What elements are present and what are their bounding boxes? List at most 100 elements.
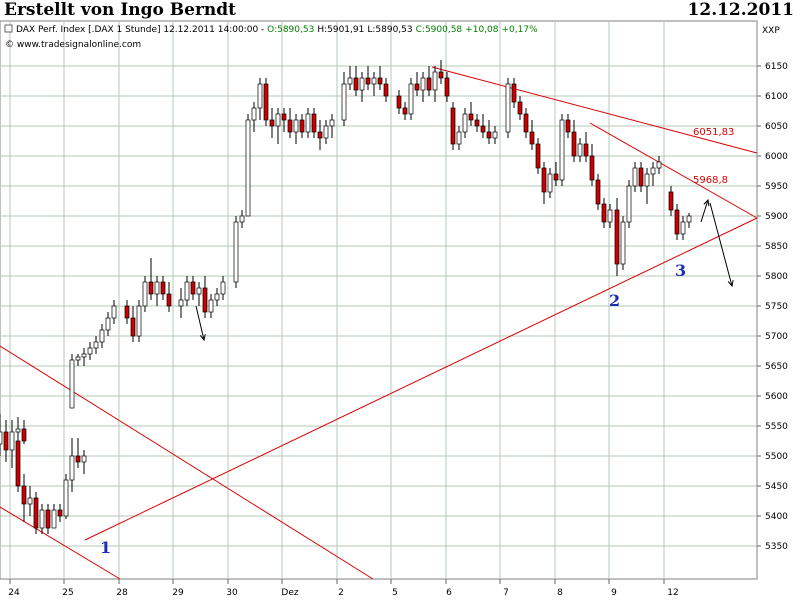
candle-body bbox=[299, 119, 305, 133]
arrows bbox=[195, 198, 734, 342]
candle-body bbox=[426, 77, 432, 91]
wave-label-3: 3 bbox=[675, 261, 686, 280]
y-tick-label: 6000 bbox=[765, 152, 788, 162]
info-change: +10,08 bbox=[465, 25, 499, 35]
y-tick-label: 5850 bbox=[765, 242, 788, 252]
candle-body bbox=[341, 83, 347, 121]
candles bbox=[0, 60, 692, 534]
candle-body bbox=[99, 329, 105, 343]
trendlines bbox=[0, 66, 758, 580]
candle-body bbox=[178, 299, 184, 307]
y-tick-label: 6100 bbox=[765, 92, 788, 102]
arrow-line bbox=[709, 202, 733, 287]
arrow-head bbox=[727, 280, 734, 288]
candle-body bbox=[0, 431, 3, 445]
x-tick-label: 30 bbox=[226, 588, 238, 598]
candle-body bbox=[353, 77, 359, 91]
candle-body bbox=[275, 113, 281, 127]
candle-body bbox=[190, 281, 196, 295]
candle-body bbox=[148, 281, 154, 295]
candle-body bbox=[668, 191, 674, 211]
header-date: 12.12.2011 bbox=[687, 0, 794, 20]
candle-body bbox=[601, 203, 607, 223]
wave-label-1: 1 bbox=[100, 538, 111, 557]
y-tick-label: 5700 bbox=[765, 332, 788, 342]
candle-body bbox=[535, 143, 541, 169]
candle-body bbox=[305, 113, 311, 133]
candle-body bbox=[371, 77, 377, 85]
y-tick-label: 5650 bbox=[765, 362, 788, 372]
info-open: O:5890,53 bbox=[267, 25, 314, 35]
candle-body bbox=[432, 71, 438, 91]
x-tick-label: 7 bbox=[503, 588, 509, 598]
candle-body bbox=[257, 83, 263, 109]
candle-body bbox=[686, 215, 692, 223]
candle-body bbox=[541, 167, 547, 193]
candle-body bbox=[383, 83, 389, 97]
candle-body bbox=[553, 173, 559, 181]
annotation-5968: 5968,8 bbox=[693, 175, 728, 186]
candle-body bbox=[377, 77, 383, 85]
y-tick-label: 5550 bbox=[765, 422, 788, 432]
candle-body bbox=[583, 143, 589, 157]
y-tick-label: 6050 bbox=[765, 122, 788, 132]
candle-body bbox=[571, 131, 577, 157]
candle-body bbox=[638, 167, 644, 187]
candle-body bbox=[589, 155, 595, 181]
candle-body bbox=[81, 353, 87, 358]
y-tick-label: 5750 bbox=[765, 302, 788, 312]
candle-body bbox=[474, 119, 480, 127]
candle-body bbox=[287, 119, 293, 133]
candle-body bbox=[105, 317, 111, 331]
y-tick-label: 5900 bbox=[765, 212, 788, 222]
trendline bbox=[84, 217, 758, 541]
candle-body bbox=[577, 143, 583, 157]
candle-body bbox=[293, 119, 299, 133]
candle-body bbox=[656, 161, 662, 169]
candle-body bbox=[15, 440, 21, 487]
candle-body bbox=[269, 119, 275, 127]
x-tick-label: Dez bbox=[281, 588, 298, 598]
candle-body bbox=[323, 125, 329, 139]
x-tick-label: 29 bbox=[172, 588, 184, 598]
candle-body bbox=[408, 83, 414, 115]
candle-body bbox=[184, 281, 190, 301]
candle-body bbox=[111, 305, 117, 319]
candle-body bbox=[547, 173, 553, 193]
candle-body bbox=[317, 131, 323, 139]
candle-body bbox=[644, 173, 650, 187]
candle-body bbox=[329, 119, 335, 127]
candle-body bbox=[124, 305, 130, 319]
candle-body bbox=[565, 119, 571, 133]
candle-body bbox=[517, 101, 523, 115]
annotation-6051: 6051,83 bbox=[693, 127, 734, 138]
y-tick-label: 5600 bbox=[765, 392, 788, 402]
candle-body bbox=[15, 428, 21, 433]
candle-body bbox=[632, 167, 638, 187]
candle-body bbox=[239, 215, 245, 223]
trendline bbox=[0, 345, 374, 580]
candle-body bbox=[263, 83, 269, 121]
y-tick-label: 5950 bbox=[765, 182, 788, 192]
candle-body bbox=[420, 77, 426, 91]
candle-body bbox=[142, 281, 148, 307]
info-prefix: DAX Perf. Index [.DAX 1 Stunde] 12.12.20… bbox=[16, 25, 267, 35]
candle-body bbox=[614, 209, 620, 265]
candle-body bbox=[69, 455, 75, 481]
candle-body bbox=[69, 359, 75, 409]
info-close: C:5900,58 bbox=[416, 25, 463, 35]
candle-body bbox=[438, 71, 444, 79]
candle-body bbox=[154, 281, 160, 295]
candle-body bbox=[281, 113, 287, 121]
candle-body bbox=[650, 167, 656, 175]
candle-body bbox=[233, 221, 239, 283]
candle-body bbox=[311, 113, 317, 133]
candle-body bbox=[468, 113, 474, 121]
candle-body bbox=[27, 497, 33, 505]
y-axis: 5350 5400 5450 5500 5550 5600 5650 5700 5750 5800… bbox=[757, 62, 788, 552]
candle-body bbox=[130, 317, 136, 337]
candle-body bbox=[365, 77, 371, 85]
trendline bbox=[0, 506, 121, 580]
candle-body bbox=[202, 287, 208, 313]
candle-body bbox=[529, 131, 535, 145]
